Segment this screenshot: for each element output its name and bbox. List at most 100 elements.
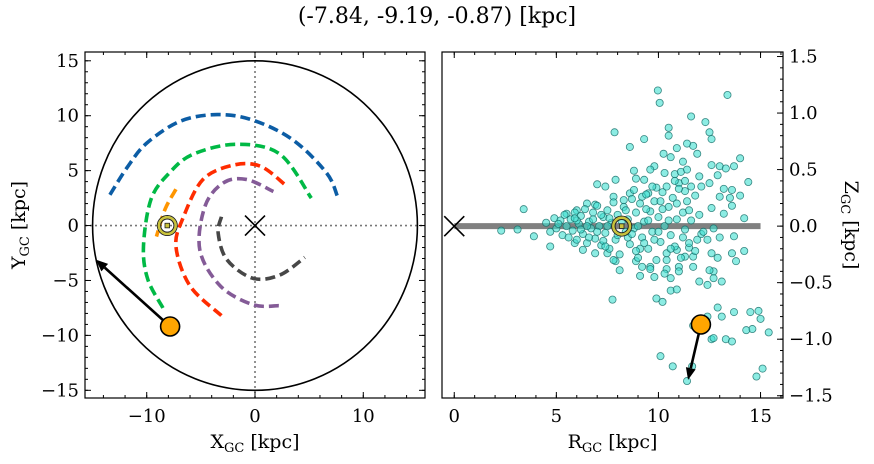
scatter-point <box>631 174 640 183</box>
scatter-point <box>631 247 640 256</box>
scatter-point <box>601 228 610 237</box>
spiral-arm-orange <box>154 188 178 238</box>
axis-label-unit: [kpc] <box>8 181 30 236</box>
scatter-point <box>654 227 663 236</box>
scatter-point <box>754 306 763 315</box>
axes-frame <box>441 51 784 399</box>
scatter-point <box>546 227 555 236</box>
axis-label-subscript: GC <box>18 236 33 256</box>
scatter-point <box>729 308 738 317</box>
scatter-point <box>742 326 751 335</box>
scatter-point <box>634 222 643 231</box>
scatter-points <box>497 86 773 386</box>
scatter-point <box>744 178 753 187</box>
galactic-center-marker <box>244 214 266 237</box>
axis-label-unit: [kpc] <box>602 431 657 453</box>
velocity-arrow-head <box>95 259 109 272</box>
scatter-point <box>642 205 651 214</box>
scatter-point <box>687 182 696 191</box>
axis-label-unit: [kpc] <box>840 214 862 269</box>
right-axes: 0 5 10 15 −1.5 −1.0 −0.5 0.0 0.5 1.0 1.5 <box>441 47 833 427</box>
y-tick-label: −5 <box>52 270 79 291</box>
x-tick-label: −10 <box>128 406 166 427</box>
y-tick-label: −1.5 <box>789 386 833 407</box>
scatter-point <box>670 176 679 185</box>
scatter-point <box>709 274 718 283</box>
scatter-point <box>756 314 765 323</box>
scatter-point <box>691 247 700 256</box>
scatter-point <box>695 172 704 181</box>
scatter-point <box>653 86 662 95</box>
scatter-point <box>627 194 636 203</box>
scatter-point <box>609 198 618 207</box>
scatter-point <box>578 245 587 254</box>
scatter-point <box>736 191 745 200</box>
spiral-arm-purple <box>197 176 279 309</box>
left-axes: −10 0 10 −15 −10 −5 0 5 10 15 <box>41 51 426 427</box>
scatter-point <box>725 193 734 202</box>
scatter-point <box>625 142 634 151</box>
scatter-point <box>666 244 675 253</box>
scatter-point <box>585 233 594 242</box>
x-tick-label: 15 <box>749 406 772 427</box>
scatter-point <box>658 297 667 306</box>
scatter-point <box>648 182 657 191</box>
axis-label-main: Z <box>840 181 862 194</box>
scatter-point <box>664 123 673 132</box>
scatter-point <box>680 176 689 185</box>
scatter-point <box>703 280 712 289</box>
scatter-point <box>603 206 612 215</box>
scatter-point <box>699 227 708 236</box>
scatter-point <box>727 185 736 194</box>
scatter-point <box>693 149 702 158</box>
scatter-point <box>652 256 661 265</box>
sun-outer-ring <box>611 215 633 237</box>
scatter-point <box>640 175 649 184</box>
sun-inner-ring <box>160 218 175 233</box>
scatter-point <box>601 242 610 251</box>
scatter-point <box>576 225 585 234</box>
scatter-point <box>715 192 724 201</box>
scatter-point <box>691 191 700 200</box>
sun-outer-ring <box>156 215 178 237</box>
axis-label: YGC [kpc] <box>8 181 33 270</box>
axis-label: RGC [kpc] <box>568 431 658 456</box>
scatter-point <box>721 164 730 173</box>
scatter-point <box>685 239 694 248</box>
scatter-point <box>513 225 522 234</box>
scatter-point <box>608 295 617 304</box>
scatter-point <box>717 312 726 321</box>
scatter-point <box>674 184 683 193</box>
axes-frame <box>84 51 426 399</box>
y-tick-label: 10 <box>56 106 79 127</box>
axis-label-subscript: GC <box>582 441 602 456</box>
y-tick-label: −1.0 <box>789 329 833 350</box>
scatter-point <box>715 233 724 242</box>
y-tick-label: 0 <box>68 216 79 237</box>
scatter-point <box>589 215 598 224</box>
scatter-point <box>660 168 669 177</box>
scatter-point <box>683 165 692 174</box>
scatter-point <box>658 205 667 214</box>
scatter-point <box>603 222 612 231</box>
scatter-point <box>593 201 602 210</box>
scatter-point <box>664 216 673 225</box>
scatter-point <box>572 235 581 244</box>
object-marker <box>690 314 712 335</box>
galactic-center-marker <box>443 215 465 237</box>
scatter-point <box>529 232 538 241</box>
scatter-point <box>740 214 749 223</box>
axis-label-main: X <box>210 431 224 453</box>
scatter-point <box>683 377 692 386</box>
scatter-point <box>666 274 675 283</box>
spiral-arm-red <box>173 161 287 317</box>
sun-ring <box>157 215 177 236</box>
axis-label-unit: [kpc] <box>244 431 299 453</box>
x-tick-label: 5 <box>551 406 562 427</box>
scatter-point <box>634 253 643 262</box>
scatter-point <box>568 226 577 235</box>
scatter-point <box>666 231 675 240</box>
scatter-point <box>672 285 681 294</box>
scatter-point <box>666 153 675 162</box>
